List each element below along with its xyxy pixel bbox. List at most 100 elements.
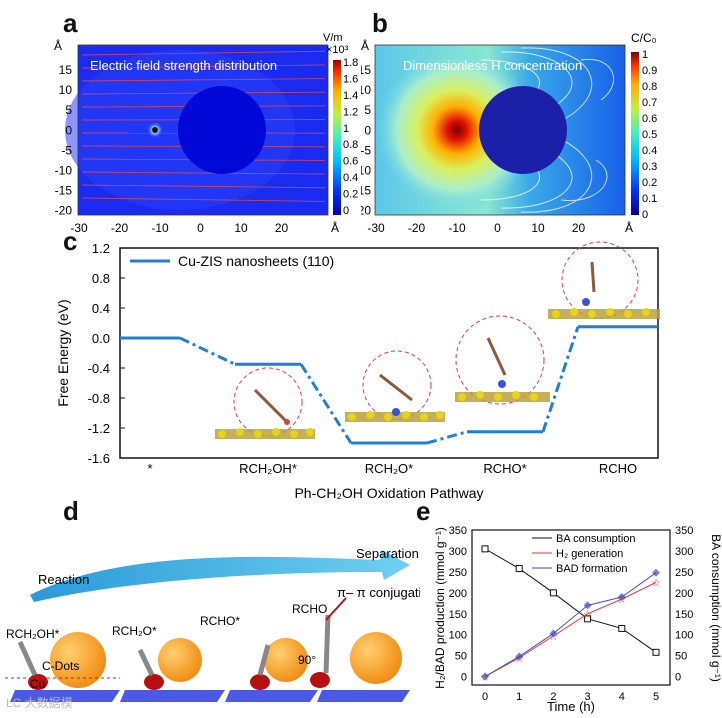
e-data-point: ☆: [583, 609, 593, 621]
e-right-tick-label: 250: [675, 567, 693, 579]
cdots-label: C-Dots: [42, 659, 79, 673]
b-y-tick-label: 15: [361, 63, 371, 77]
e-data-point: [617, 593, 626, 602]
e-left-tick-label: 200: [449, 588, 467, 600]
a-y-tick-label: 10: [59, 83, 73, 97]
b-colorbar-tick: 0: [642, 209, 648, 221]
b-colorbar-tick: 0.9: [642, 65, 657, 77]
c-category-label: *: [147, 461, 152, 476]
b-x-tick-label: 0: [494, 221, 501, 235]
e-legend-label: BAD formation: [556, 563, 628, 575]
e-left-tick-label: 350: [449, 525, 467, 537]
c-connector: [179, 336, 236, 366]
c-category-label: RCHO*: [483, 461, 526, 476]
e-left-tick-label: 0: [461, 672, 467, 684]
a-colorbar-tick: 0.4: [343, 172, 358, 184]
b-y-tick-label: 5: [364, 103, 371, 117]
adsorption-structure-3: [455, 315, 550, 405]
c-connector: [299, 363, 353, 444]
a-y-tick-label: -15: [55, 184, 73, 198]
e-x-tick-label: 0: [482, 691, 488, 703]
e-legend-label: H₂ generation: [556, 548, 623, 560]
b-colorbar-tick: 0.1: [642, 193, 657, 205]
svg-text:Å: Å: [54, 38, 62, 53]
free-energy-chart: 1.2 0.8 0.4 0.0 -0.4 -0.8 -1.2 -1.6 * RCH₂OH* RCH…: [55, 241, 660, 501]
e-data-point: [515, 652, 524, 661]
e-plot-frame: [471, 529, 671, 686]
b-y-tick-label: -10: [361, 164, 371, 178]
c-x-axis-label: Ph-CH₂OH Oxidation Pathway: [294, 485, 483, 501]
e-series-line: [484, 548, 657, 653]
a-y-tick-label: 5: [65, 103, 72, 117]
b-colorbar-tick: 0.5: [642, 129, 657, 141]
b-y-tick-label: 10: [361, 83, 371, 97]
stage-2: [120, 638, 225, 702]
reaction-arrow: [30, 550, 410, 602]
e-data-point: [652, 648, 660, 656]
panel-label-a: a: [63, 8, 78, 38]
colorbar-a: [333, 60, 341, 215]
c-y-tick-label: 0.8: [92, 271, 110, 286]
b-x-tick-label: -30: [367, 221, 385, 235]
e-data-point: [618, 624, 626, 632]
cu-label: Cu: [30, 677, 45, 691]
e-data-point: [549, 589, 557, 597]
c-y-axis-label: Free Energy (eV): [55, 299, 71, 406]
e-right-axis-label: BA consumption (mmol g⁻¹): [709, 534, 722, 682]
species-label-2: RCH₂O*: [112, 624, 157, 638]
e-left-tick-label: 50: [455, 651, 467, 663]
a-x-tick-label: -20: [111, 221, 129, 235]
e-data-point: [652, 568, 660, 577]
e-right-tick-label: 350: [675, 525, 693, 537]
species-label-4: RCHO: [292, 602, 327, 616]
a-colorbar-tick: 1.8: [343, 57, 358, 69]
svg-text:Å: Å: [361, 38, 369, 53]
e-x-tick-label: 4: [619, 691, 625, 703]
c-y-tick-label: 0.0: [92, 331, 110, 346]
sphere-a: [178, 86, 266, 174]
svg-text:V/m: V/m: [323, 32, 343, 44]
b-colorbar-tick: 0.7: [642, 97, 657, 109]
adsorption-structure-1: [215, 367, 315, 439]
e-left-tick-label: 300: [449, 546, 467, 558]
c-y-tick-label: -1.6: [88, 451, 110, 466]
c-connector: [541, 326, 580, 433]
e-right-tick-label: 150: [675, 609, 693, 621]
stage-3: [225, 638, 318, 702]
c-category-label: RCH₂O*: [365, 461, 413, 476]
e-data-point: [481, 672, 489, 681]
b-colorbar-tick: 0.4: [642, 145, 657, 157]
a-y-tick-label: -20: [55, 204, 73, 218]
a-y-tick-label: 0: [65, 123, 72, 137]
stage-1: [5, 632, 120, 702]
e-right-tick-label: 0: [675, 672, 681, 684]
stage-4: [310, 597, 410, 702]
adsorption-structure-2: [345, 350, 445, 422]
c-category-label: RCH₂OH*: [239, 461, 297, 476]
e-data-point: [583, 601, 592, 610]
c-plot-frame: [119, 247, 659, 459]
adsorption-structure-4: [548, 241, 660, 319]
reaction-label: Reaction: [38, 572, 89, 587]
electric-field-map: Electric field strength distribution Å Å…: [54, 32, 358, 235]
angle-label: 90°: [298, 653, 316, 667]
e-left-tick-label: 100: [449, 630, 467, 642]
c-y-tick-label: 1.2: [92, 241, 110, 256]
separation-label: Separation: [356, 546, 419, 561]
a-x-tick-label: 0: [197, 221, 204, 235]
a-y-tick-label: -10: [55, 164, 73, 178]
b-colorbar-tick: 0.3: [642, 161, 657, 173]
e-data-point: [481, 545, 489, 553]
e-data-point: [515, 565, 523, 573]
e-left-tick-label: 250: [449, 567, 467, 579]
e-right-tick-label: 100: [675, 630, 693, 642]
e-right-tick-label: 200: [675, 588, 693, 600]
c-connector: [426, 430, 468, 445]
b-colorbar-tick: 0.8: [642, 81, 657, 93]
e-data-point: [584, 615, 592, 623]
b-x-tick-label: 20: [572, 221, 586, 235]
b-x-tick-label: -10: [448, 221, 466, 235]
c-y-tick-label: -0.4: [88, 361, 110, 376]
e-data-point: ☆: [651, 577, 661, 589]
